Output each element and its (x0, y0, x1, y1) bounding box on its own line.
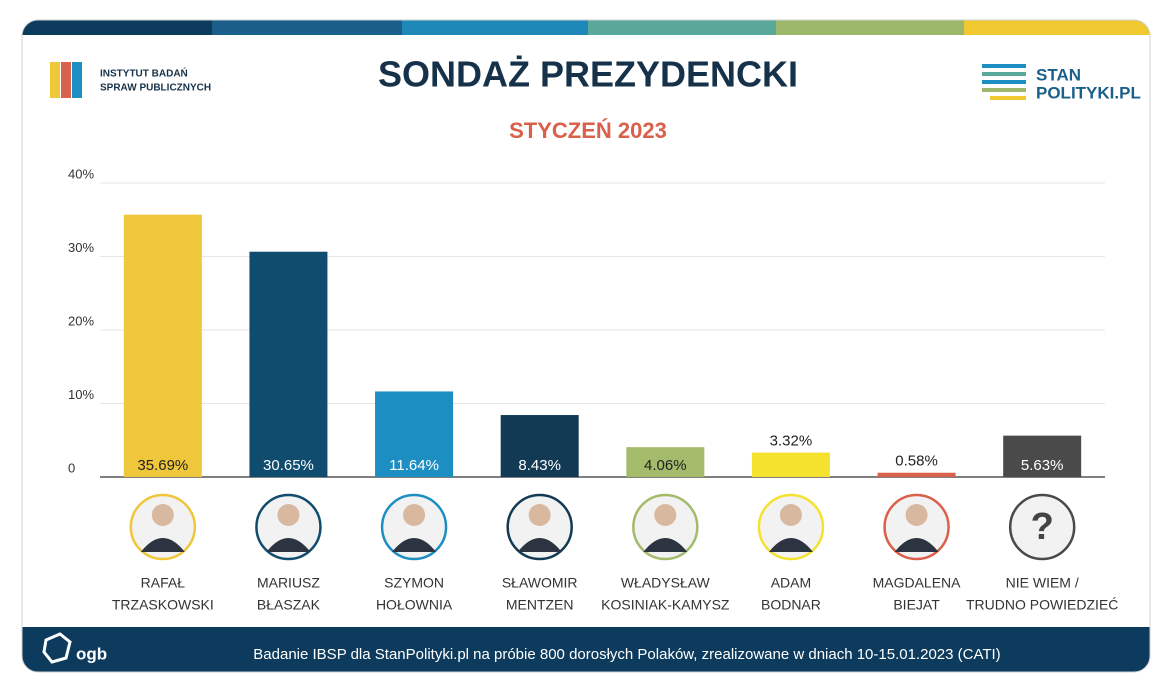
stanpolityki-logo: STAN POLITYKI.PL (982, 64, 1141, 102)
bar (123, 214, 202, 477)
x-tick-label: MARIUSZ (257, 575, 320, 591)
x-tick-label: BŁASZAK (257, 597, 321, 613)
value-label: 11.64% (389, 457, 439, 474)
bar (626, 447, 705, 477)
x-tick-label: HOŁOWNIA (376, 597, 453, 613)
avatar-body (643, 538, 688, 552)
footer-band (22, 627, 1150, 672)
avatar (757, 493, 825, 561)
footer-logo: ogb (76, 644, 107, 663)
avatar-head (905, 504, 928, 526)
value-label: 3.32% (770, 433, 813, 450)
bar (500, 415, 579, 477)
x-tick-label: SZYMON (384, 575, 444, 591)
x-tick-label: TRUDNO POWIEDZIEĆ (966, 597, 1118, 613)
ibsp-logo: INSTYTUT BADAŃ SPRAW PUBLICZNYCH (50, 62, 211, 98)
y-tick-label: 20% (68, 313, 94, 328)
avatar-body (517, 538, 562, 552)
x-tick-label: TRZASKOWSKI (112, 597, 214, 613)
chart-title: SONDAŻ PREZYDENCKI (378, 54, 798, 95)
bar (877, 472, 956, 477)
avatar-head (151, 504, 174, 526)
y-tick-label: 40% (68, 166, 94, 181)
x-tick-label: RAFAŁ (141, 575, 186, 591)
y-tick-label: 10% (68, 387, 94, 402)
value-label: 8.43% (518, 457, 561, 474)
avatar-placeholder: ? (1031, 506, 1054, 548)
x-tick-label: WŁADYSŁAW (621, 575, 711, 591)
value-label: 0.58% (895, 453, 938, 470)
avatar (255, 493, 322, 561)
footer-text: Badanie IBSP dla StanPolityki.pl na prób… (253, 646, 1000, 663)
value-label: 35.69% (137, 457, 188, 474)
avatar-body (392, 538, 437, 552)
bar (1003, 435, 1082, 477)
x-tick-label: BIEJAT (893, 597, 940, 613)
avatar (632, 493, 699, 561)
avatar-head (779, 504, 802, 526)
avatar (129, 493, 197, 561)
avatar-head (403, 504, 426, 526)
avatar (506, 493, 573, 561)
x-tick-label: NIE WIEM / (1006, 575, 1079, 591)
logo-text: SPRAW PUBLICZNYCH (100, 83, 211, 94)
bar (375, 391, 454, 477)
x-tick-label: MENTZEN (506, 597, 574, 613)
x-tick-label: SŁAWOMIR (502, 575, 578, 591)
value-label: 30.65% (263, 457, 314, 474)
y-tick-label: 30% (68, 240, 94, 255)
value-label: 5.63% (1021, 457, 1064, 474)
avatar-body (266, 538, 311, 552)
y-tick-label: 0 (68, 460, 75, 475)
logo-text: STAN (1036, 65, 1081, 84)
footer-icon (42, 632, 72, 664)
x-tick-label: KOSINIAK-KAMYSZ (601, 597, 730, 613)
avatar-head (654, 504, 677, 526)
avatar-body (768, 538, 813, 552)
avatar (380, 493, 448, 561)
card-border (21, 19, 1151, 673)
avatar-head (528, 504, 551, 526)
card (22, 20, 1150, 672)
avatar-head (277, 504, 300, 526)
value-label: 4.06% (644, 457, 687, 474)
bar (249, 251, 328, 477)
avatar-body (140, 538, 185, 552)
bar (751, 452, 830, 477)
avatar (883, 493, 950, 561)
chart-subtitle: STYCZEŃ 2023 (509, 118, 667, 143)
avatar (1008, 493, 1076, 561)
x-tick-label: BODNAR (761, 597, 821, 613)
logo-text: INSTYTUT BADAŃ (100, 67, 188, 80)
x-tick-label: MAGDALENA (873, 575, 962, 591)
logo-text: POLITYKI.PL (1036, 83, 1141, 102)
avatar-body (894, 538, 939, 552)
x-tick-label: ADAM (771, 575, 811, 591)
